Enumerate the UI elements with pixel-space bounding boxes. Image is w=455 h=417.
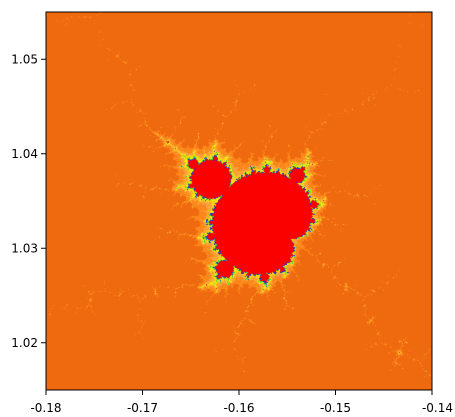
fractal-heatmap-image bbox=[46, 12, 432, 390]
x-tick-label: -0.17 bbox=[127, 401, 158, 415]
x-tick-label: -0.15 bbox=[320, 401, 351, 415]
x-axis: -0.18 -0.17 -0.16 -0.15 -0.14 bbox=[30, 390, 453, 415]
y-tick-label: 1.05 bbox=[11, 52, 38, 66]
x-tick-label: -0.16 bbox=[223, 401, 254, 415]
x-tick-label: -0.14 bbox=[422, 401, 453, 415]
plot-area bbox=[46, 12, 432, 390]
y-tick-label: 1.02 bbox=[11, 336, 38, 350]
y-axis: 1.02 1.03 1.04 1.05 bbox=[11, 52, 46, 350]
y-tick-label: 1.03 bbox=[11, 241, 38, 255]
x-tick-label: -0.18 bbox=[30, 401, 61, 415]
y-tick-label: 1.04 bbox=[11, 147, 38, 161]
